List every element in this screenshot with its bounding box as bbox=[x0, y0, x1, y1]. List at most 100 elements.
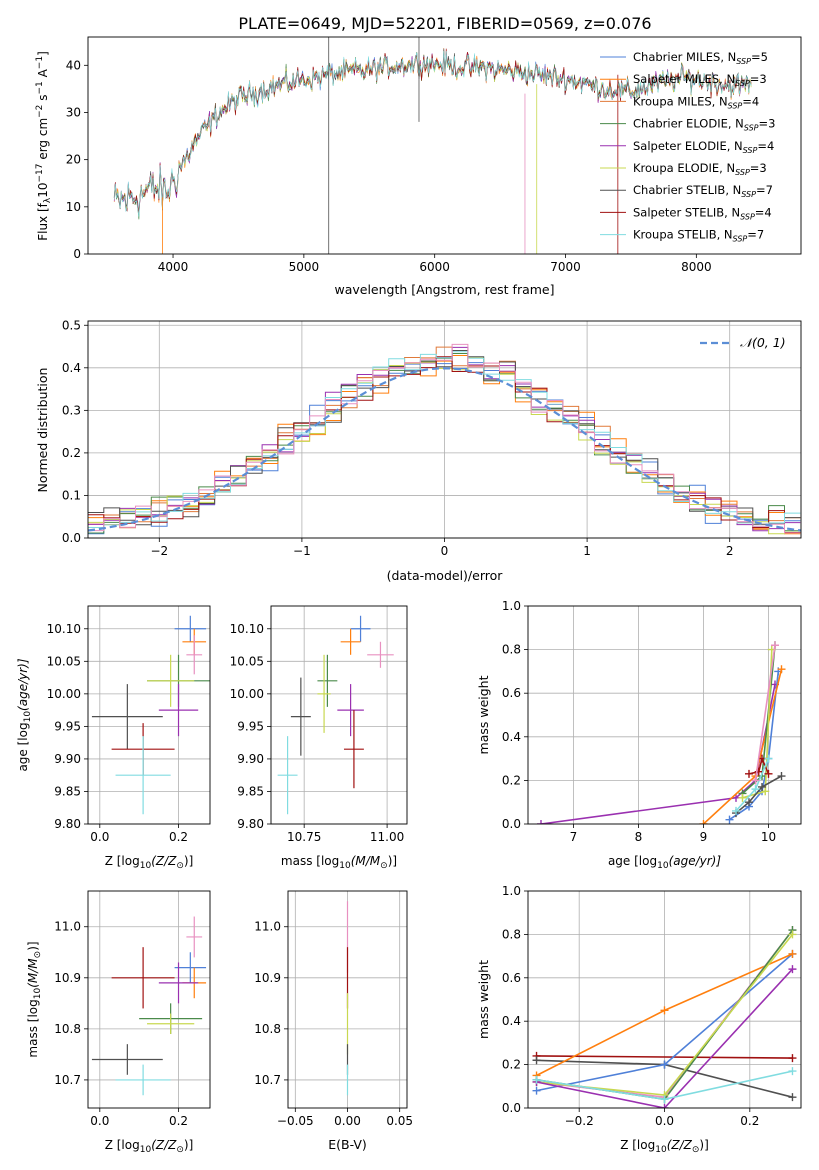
x-tick-label: 11.00 bbox=[370, 830, 404, 844]
y-tick-label: 10.10 bbox=[47, 622, 81, 636]
y-tick-label: 10.9 bbox=[54, 971, 81, 985]
weight-marker bbox=[732, 806, 740, 815]
axes-frame bbox=[287, 890, 408, 1109]
legend-entry: Chabrier MILES, NSSP=5 bbox=[633, 50, 768, 66]
weight-marker bbox=[758, 782, 766, 791]
y-axis-label: age [log10(age/yr)] bbox=[16, 658, 33, 771]
y-tick-label: 0.0 bbox=[502, 817, 521, 831]
y-tick-label: 0.2 bbox=[502, 1058, 521, 1072]
x-tick-label: 8 bbox=[635, 830, 643, 844]
error-point bbox=[350, 615, 371, 642]
y-tick-label: 10.05 bbox=[47, 654, 81, 668]
y-axis-label: Flux [fλ10−17 erg cm−2 s−1 A−1] bbox=[35, 51, 53, 241]
y-tick-label: 10.8 bbox=[54, 1022, 81, 1036]
weight-marker bbox=[699, 820, 708, 824]
error-point bbox=[186, 635, 203, 675]
legend-entry: Kroupa STELIB, NSSP=7 bbox=[633, 228, 764, 244]
x-axis-label: E(B-V) bbox=[328, 1137, 367, 1152]
axes-mw_Z: −0.2 0.0 0.2 0.0 0.2 0.4 0.6 0.8 1.0 Z [log10(Z/Z… bbox=[476, 884, 802, 1155]
y-tick-label: 0.4 bbox=[502, 1014, 521, 1028]
x-tick-label: 0.0 bbox=[90, 1114, 109, 1128]
x-tick-label: 9 bbox=[700, 830, 708, 844]
x-tick-label: 4000 bbox=[158, 260, 189, 274]
y-tick-label: 9.80 bbox=[237, 817, 264, 831]
error-point bbox=[317, 654, 338, 707]
axes-frame bbox=[87, 890, 211, 1109]
weight-marker bbox=[660, 1095, 669, 1104]
weight-line bbox=[735, 775, 782, 814]
x-tick-label: 7000 bbox=[550, 260, 581, 274]
plot-area-age_Z bbox=[91, 615, 210, 815]
weight-marker bbox=[777, 772, 786, 781]
axes-frame bbox=[270, 605, 408, 825]
weight-marker bbox=[777, 665, 786, 674]
error-point bbox=[158, 684, 199, 737]
x-tick-label: −2 bbox=[150, 544, 168, 558]
error-point bbox=[115, 736, 171, 815]
histogram-step bbox=[88, 356, 801, 533]
axes-hist: −2 −1 0 1 2 0.0 0.1 0.2 0.3 0.4 0.5 𝒩(0, 1) (data-mo… bbox=[35, 318, 802, 583]
error-point bbox=[147, 1013, 195, 1034]
y-tick-label: 0.4 bbox=[502, 730, 521, 744]
x-tick-label: 2 bbox=[726, 544, 734, 558]
y-tick-label: 10.00 bbox=[47, 687, 81, 701]
y-tick-label: 30 bbox=[66, 105, 81, 119]
y-tick-label: 10.7 bbox=[254, 1073, 281, 1087]
error-point bbox=[337, 684, 364, 737]
axes-frame bbox=[527, 890, 802, 1109]
plot-area-spectrum bbox=[113, 37, 752, 254]
error-point bbox=[340, 628, 361, 655]
x-axis-label: Z [log10(Z/Z⊙)] bbox=[105, 854, 194, 871]
weight-marker bbox=[660, 1104, 669, 1108]
y-tick-label: 10.9 bbox=[254, 971, 281, 985]
error-point bbox=[91, 684, 163, 750]
weight-marker bbox=[537, 820, 545, 824]
error-point bbox=[343, 710, 364, 789]
plot-area-age_mass bbox=[277, 615, 394, 815]
weight-marker bbox=[761, 787, 770, 796]
y-tick-label: 0.0 bbox=[502, 1101, 521, 1115]
x-tick-label: 5000 bbox=[289, 260, 320, 274]
y-axis-label: mass weight bbox=[476, 960, 491, 1039]
weight-marker bbox=[738, 793, 747, 802]
y-tick-label: 1.0 bbox=[502, 884, 521, 898]
weight-marker bbox=[745, 769, 753, 778]
y-tick-label: 10.7 bbox=[54, 1073, 81, 1087]
weight-marker bbox=[788, 949, 797, 958]
y-tick-label: 10.05 bbox=[230, 654, 264, 668]
weight-marker bbox=[745, 798, 753, 807]
plot-area-hist bbox=[88, 343, 801, 535]
y-tick-label: 0.4 bbox=[62, 361, 81, 375]
plot-area-mass_Z bbox=[91, 916, 207, 1096]
x-tick-label: 10 bbox=[761, 830, 776, 844]
legend-entry: Chabrier ELODIE, NSSP=3 bbox=[633, 117, 775, 133]
y-tick-label: 10.00 bbox=[230, 687, 264, 701]
y-tick-label: 9.90 bbox=[54, 752, 81, 766]
error-point bbox=[317, 654, 331, 733]
y-tick-label: 20 bbox=[66, 153, 81, 167]
axes-frame bbox=[87, 605, 211, 825]
x-tick-label: 0.2 bbox=[169, 830, 188, 844]
axes-age_Z: 0.0 0.2 9.80 9.85 9.90 9.95 10.00 10.05 10.10 Z [… bbox=[16, 605, 211, 871]
x-axis-label: mass [log10(M/M⊙)] bbox=[281, 854, 397, 871]
x-tick-label: 0.0 bbox=[90, 830, 109, 844]
plot-area-mw_age bbox=[537, 641, 786, 824]
y-axis-label: Normed distribution bbox=[35, 368, 50, 493]
weight-marker bbox=[532, 1056, 541, 1065]
error-point bbox=[91, 1044, 163, 1075]
normal-curve bbox=[88, 367, 801, 532]
weight-line bbox=[536, 1055, 793, 1059]
weight-marker bbox=[764, 754, 773, 763]
weight-marker bbox=[788, 930, 797, 939]
legend-entry: Salpeter MILES, NSSP=3 bbox=[633, 72, 767, 88]
x-tick-label: 1 bbox=[583, 544, 591, 558]
y-tick-label: 11.0 bbox=[54, 920, 81, 934]
legend-entry: Chabrier STELIB, NSSP=7 bbox=[633, 183, 773, 199]
y-axis-label: mass [log10(M/M⊙)] bbox=[26, 941, 43, 1057]
error-point bbox=[277, 736, 298, 815]
x-tick-label: −0.05 bbox=[277, 1114, 314, 1128]
x-tick-label: 0.00 bbox=[334, 1114, 361, 1128]
weight-line bbox=[754, 645, 776, 781]
histogram-step bbox=[88, 355, 801, 535]
weight-marker bbox=[788, 965, 797, 974]
